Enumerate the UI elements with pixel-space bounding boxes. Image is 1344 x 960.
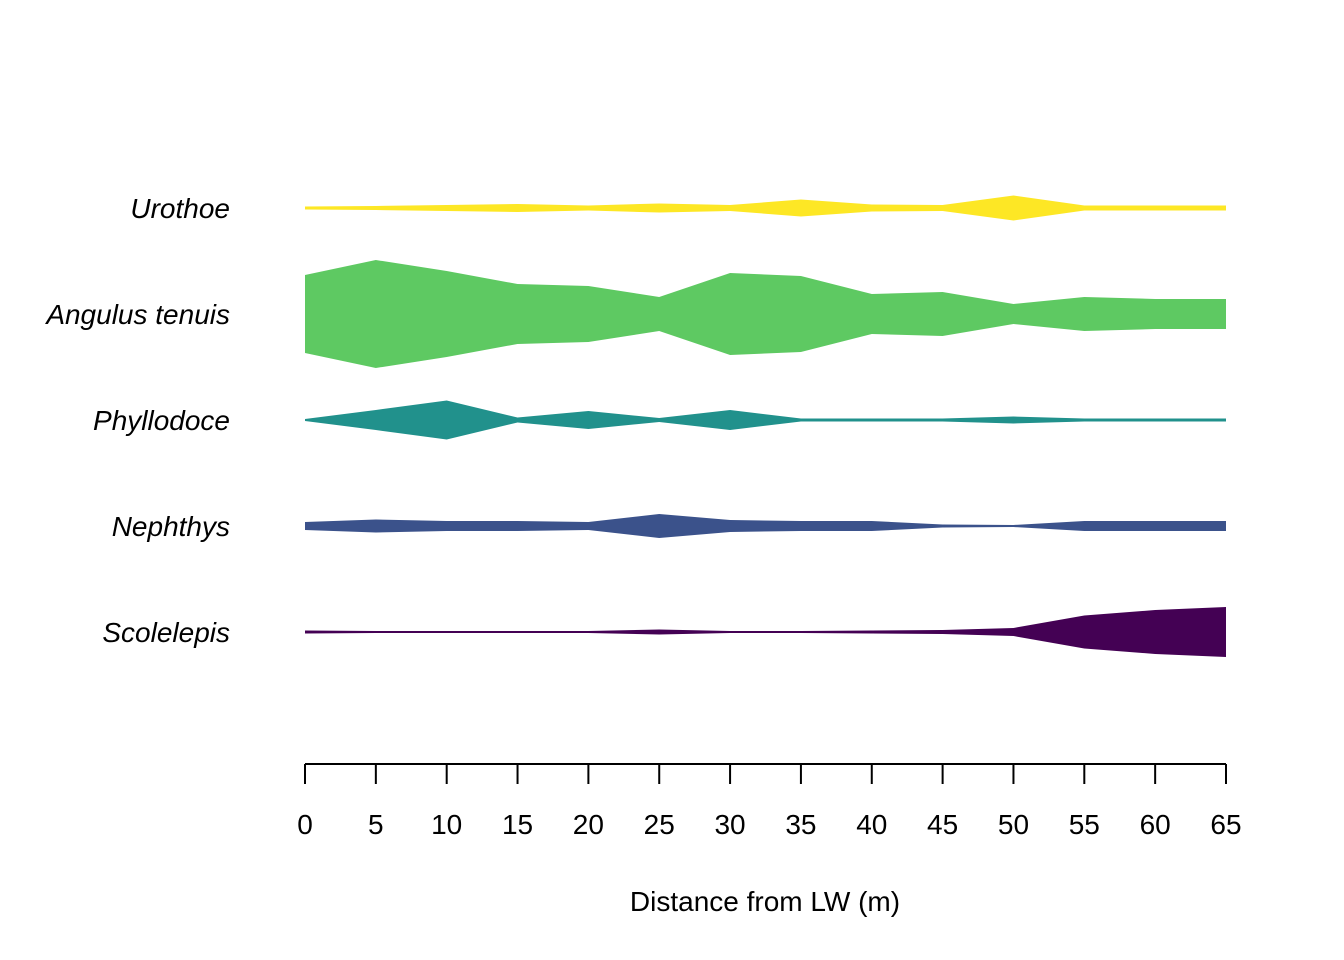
x-tick-label: 60	[1140, 809, 1171, 840]
species-labels: Urothoe Angulus tenuis Phyllodoce Nephthys S…	[44, 193, 230, 648]
x-tick-label: 65	[1210, 809, 1241, 840]
kite-series-urothoe	[305, 195, 1226, 221]
x-tick-label: 20	[573, 809, 604, 840]
x-tick-label: 15	[502, 809, 533, 840]
x-axis-title: Distance from LW (m)	[630, 886, 900, 917]
series-layer	[305, 195, 1226, 657]
x-tick-label: 45	[927, 809, 958, 840]
x-tick-label: 30	[714, 809, 745, 840]
x-tick-label: 50	[998, 809, 1029, 840]
x-tick-label: 0	[297, 809, 313, 840]
kite-series-scolelepis	[305, 607, 1226, 657]
x-tick-label: 10	[431, 809, 462, 840]
x-tick-label: 55	[1069, 809, 1100, 840]
x-tick-label: 40	[856, 809, 887, 840]
x-tick-label: 5	[368, 809, 384, 840]
kite-series-phyllodoce	[305, 400, 1226, 440]
kite-series-nephthys	[305, 514, 1226, 538]
species-label: Scolelepis	[102, 617, 230, 648]
species-label: Phyllodoce	[93, 405, 230, 436]
x-tick-label: 35	[785, 809, 816, 840]
species-label: Angulus tenuis	[44, 299, 230, 330]
species-label: Urothoe	[130, 193, 230, 224]
kite-series-angulus-tenuis	[305, 260, 1226, 368]
x-tick-label: 25	[644, 809, 675, 840]
species-label: Nephthys	[112, 511, 230, 542]
x-axis: 0 5 10 15 20 25 30 35 40 45 50 55 60 65	[297, 763, 1242, 840]
